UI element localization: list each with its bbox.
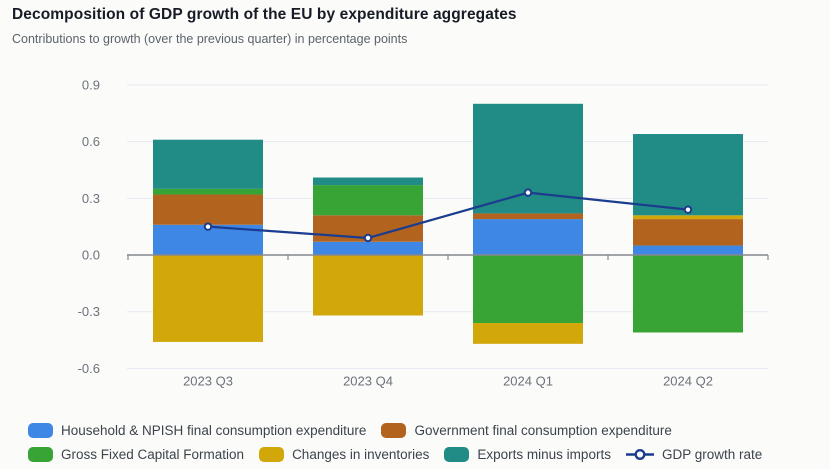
legend-item-gdp-growth-rate[interactable]: GDP growth rate [625, 447, 763, 462]
y-axis-tick-label: 0.0 [82, 248, 100, 263]
bar-segment-government[interactable] [153, 194, 263, 225]
household-swatch-icon [28, 423, 53, 438]
bar-segment-inventories[interactable] [473, 323, 583, 344]
y-axis-tick-label: 0.6 [82, 134, 100, 149]
bar-segment-household[interactable] [313, 241, 423, 255]
bar-segment-inventories[interactable] [633, 215, 743, 220]
bar-segment-government[interactable] [633, 219, 743, 246]
legend-item-exports[interactable]: Exports minus imports [444, 447, 611, 462]
y-axis-tick-label: -0.6 [78, 361, 100, 376]
bar-segment-exports[interactable] [153, 139, 263, 189]
legend-label-exports: Exports minus imports [477, 447, 611, 462]
bar-segment-inventories[interactable] [153, 255, 263, 342]
bar-segment-gfcf[interactable] [153, 188, 263, 195]
legend-label-gfcf: Gross Fixed Capital Formation [61, 447, 245, 462]
y-axis-tick-label: 0.9 [82, 77, 100, 92]
legend-item-household[interactable]: Household & NPISH final consumption expe… [28, 423, 366, 438]
bar-segment-gfcf[interactable] [633, 255, 743, 333]
bar-segment-exports[interactable] [313, 177, 423, 186]
bar-segment-exports[interactable] [633, 134, 743, 216]
gdp-growth-marker[interactable] [203, 222, 213, 231]
legend-item-government[interactable]: Government final consumption expenditure [381, 423, 672, 438]
bar-segment-gfcf[interactable] [313, 185, 423, 216]
legend-row-2: Gross Fixed Capital Formation Changes in … [28, 447, 830, 462]
government-swatch-icon [381, 423, 407, 438]
chart-subtitle: Contributions to growth (over the previo… [12, 32, 408, 46]
y-axis-tick-label: 0.3 [82, 191, 100, 206]
bar-segment-household[interactable] [473, 219, 583, 255]
bar-segment-inventories[interactable] [313, 255, 423, 316]
x-axis-category-label: 2024 Q1 [503, 374, 553, 389]
legend-item-gfcf[interactable]: Gross Fixed Capital Formation [28, 447, 244, 462]
chart-title: Decomposition of GDP growth of the EU by… [12, 6, 517, 23]
bar-segment-gfcf[interactable] [473, 255, 583, 324]
inventories-swatch-icon [259, 447, 285, 462]
legend-item-inventories[interactable]: Changes in inventories [259, 447, 429, 462]
x-axis-category-label: 2023 Q3 [183, 374, 233, 389]
gdp-growth-marker[interactable] [523, 188, 533, 197]
plot-area: 0.9 0.6 0.3 0.0 -0.3 -0.6 2023 Q3 2023 Q4 2024 Q… [78, 77, 769, 389]
legend-label-inventories: Changes in inventories [292, 447, 430, 462]
gdp-growth-line [207, 191, 689, 240]
chart-header: Decomposition of GDP growth of the EU by… [12, 6, 517, 46]
chart-legend: Household & NPISH final consumption expe… [28, 423, 830, 462]
gdp-line-icon [625, 448, 654, 461]
x-axis-category-label: 2024 Q2 [663, 374, 713, 389]
exports-swatch-icon [444, 447, 470, 462]
x-axis-category-label: 2023 Q4 [343, 374, 393, 389]
legend-label-government: Government final consumption expenditure [414, 423, 672, 438]
bar-segment-household[interactable] [633, 245, 743, 255]
gfcf-swatch-icon [28, 447, 53, 462]
legend-label-household: Household & NPISH final consumption expe… [61, 423, 367, 438]
legend-row-1: Household & NPISH final consumption expe… [28, 423, 830, 438]
bar-segment-government[interactable] [473, 213, 583, 220]
y-axis-tick-label: -0.3 [78, 304, 100, 319]
gdp-growth-marker[interactable] [683, 205, 693, 214]
gdp-growth-marker[interactable] [363, 233, 373, 243]
legend-label-gdp-growth-rate: GDP growth rate [661, 447, 763, 462]
